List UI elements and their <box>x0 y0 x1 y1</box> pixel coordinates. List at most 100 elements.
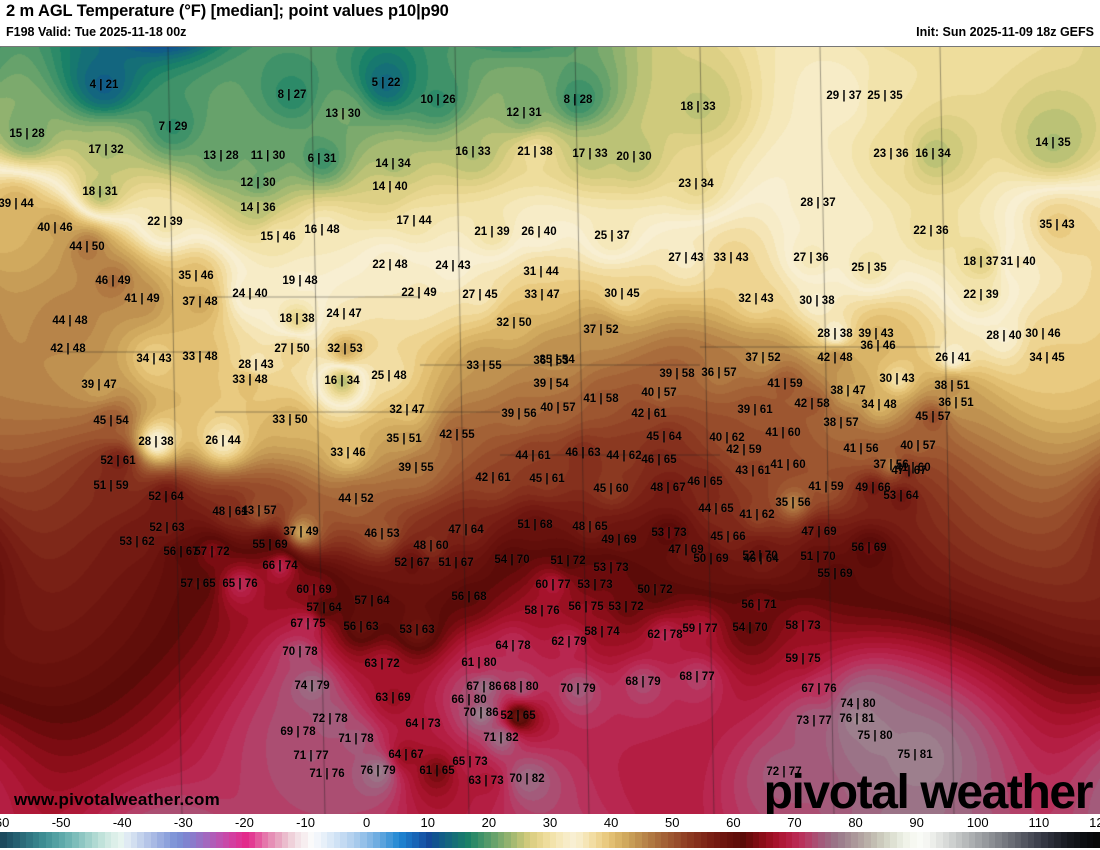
color-scale-swatch <box>1034 832 1041 848</box>
color-scale-swatch <box>294 832 302 848</box>
color-scale-swatch <box>936 832 943 848</box>
color-scale-swatch <box>45 832 53 848</box>
color-scale-swatch <box>923 832 930 848</box>
color-scale-swatch <box>772 832 780 848</box>
color-scale-swatch <box>504 832 511 848</box>
color-scale-tick: 30 <box>542 815 558 830</box>
color-scale-swatch <box>78 832 86 848</box>
color-scale-swatch <box>0 832 7 848</box>
color-scale-swatch <box>831 832 838 848</box>
color-scale-swatch <box>687 832 694 848</box>
color-scale-tick: -10 <box>296 815 315 830</box>
color-scale-swatch <box>903 832 911 848</box>
init-time-label: Init: Sun 2025-11-09 18z GEFS <box>916 25 1094 39</box>
color-scale-swatch <box>982 832 989 848</box>
color-scale-swatch <box>438 832 446 848</box>
color-scale-tick: -50 <box>51 815 71 830</box>
color-scale-swatch <box>464 832 472 848</box>
color-scale-swatch <box>1040 832 1048 848</box>
color-scale-swatch <box>379 832 387 848</box>
color-scale-swatch <box>962 832 969 848</box>
color-scale-swatch <box>307 832 315 848</box>
color-scale-swatch <box>824 832 832 848</box>
color-scale-tick: 80 <box>848 815 863 830</box>
color-scale-swatch <box>582 832 590 848</box>
color-scale-swatch <box>386 832 393 848</box>
color-scale-swatch <box>602 832 609 848</box>
color-scale-tick: 120 <box>1089 815 1100 830</box>
color-scale-swatch <box>779 832 786 848</box>
color-scale-swatch <box>1080 832 1087 848</box>
color-scale-swatch <box>235 832 243 848</box>
color-scale-swatch <box>752 832 760 848</box>
color-scale-swatch <box>595 832 603 848</box>
color-scale-swatch <box>19 832 27 848</box>
color-scale-swatch <box>196 832 203 848</box>
color-scale-swatch <box>1008 832 1015 848</box>
color-scale-tick: 20 <box>481 815 497 830</box>
color-scale-swatch <box>929 832 937 848</box>
color-scale-swatch <box>104 832 112 848</box>
brand-watermark: pivotal weather <box>763 766 1094 814</box>
color-scale-tick: 100 <box>966 815 989 830</box>
color-scale-swatch <box>1027 832 1035 848</box>
color-scale-swatch <box>700 832 708 848</box>
color-scale-swatch <box>340 832 347 848</box>
color-scale-swatch <box>419 832 426 848</box>
color-scale-swatch <box>202 832 210 848</box>
color-scale-tick: 50 <box>664 815 680 830</box>
color-scale-swatch <box>877 832 884 848</box>
color-scale-swatch <box>720 832 727 848</box>
color-scale-swatch <box>6 832 14 848</box>
color-scale-swatch <box>975 832 983 848</box>
color-scale-swatch <box>13 832 20 848</box>
color-scale-swatch <box>281 832 289 848</box>
color-scale-swatch <box>765 832 773 848</box>
color-scale-swatch <box>615 832 622 848</box>
color-scale-swatch <box>98 832 105 848</box>
color-scale-swatch <box>1001 832 1009 848</box>
color-scale-swatch <box>497 832 505 848</box>
color-scale-swatch <box>1021 832 1028 848</box>
color-scale-swatch <box>563 832 570 848</box>
color-scale-swatch <box>144 832 151 848</box>
color-scale-swatch <box>1014 832 1022 848</box>
color-scale-swatch <box>988 832 996 848</box>
color-scale-swatch <box>491 832 498 848</box>
color-scale-swatch <box>261 832 269 848</box>
color-scale-swatch <box>661 832 668 848</box>
color-scale-swatch <box>995 832 1002 848</box>
color-scale-swatch <box>405 832 413 848</box>
color-scale-swatch <box>327 832 334 848</box>
color-scale-swatch <box>183 832 190 848</box>
color-scale-swatch <box>654 832 662 848</box>
color-scale-swatch <box>805 832 812 848</box>
color-scale-swatch <box>955 832 963 848</box>
color-scale-swatch <box>667 832 675 848</box>
color-scale-swatch <box>739 832 747 848</box>
color-scale-swatch <box>693 832 701 848</box>
color-scale-swatch <box>445 832 452 848</box>
color-scale-swatch <box>392 832 400 848</box>
color-scale-swatch <box>458 832 465 848</box>
color-scale-swatch <box>242 832 249 848</box>
header: 2 m AGL Temperature (°F) [median]; point… <box>0 0 1100 46</box>
color-scale-swatch <box>288 832 295 848</box>
color-scale-swatch <box>117 832 125 848</box>
color-scale-swatch <box>798 832 806 848</box>
color-scale-swatch <box>523 832 531 848</box>
color-scale-swatch <box>412 832 419 848</box>
color-scale-bar <box>0 832 1100 848</box>
color-scale-swatch <box>549 832 557 848</box>
site-url-watermark: www.pivotalweather.com <box>14 790 220 809</box>
map-panel[interactable]: 4 | 21 8 | 27 5 | 22 10 | 26 13 | 30 12 | 31 8… <box>0 46 1100 814</box>
color-scale-swatch <box>58 832 66 848</box>
color-scale-swatch <box>216 832 223 848</box>
color-scale-swatch <box>130 832 138 848</box>
color-scale-swatch <box>707 832 714 848</box>
color-scale-swatch <box>85 832 92 848</box>
color-scale-swatch <box>320 832 328 848</box>
color-scale-swatch <box>26 832 33 848</box>
color-scale-tick: 10 <box>420 815 435 830</box>
color-scale-swatch <box>621 832 629 848</box>
